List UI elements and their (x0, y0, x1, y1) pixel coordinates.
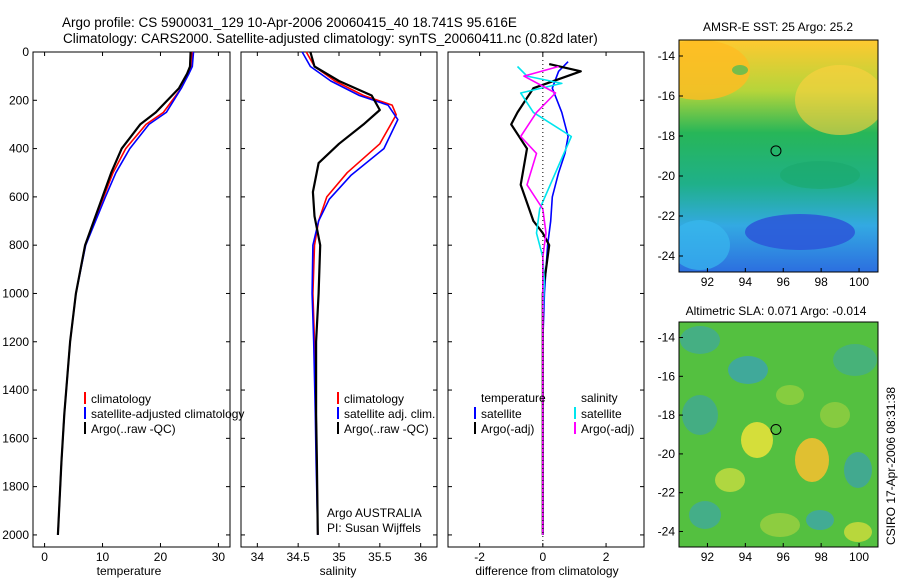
x-tick-label: 20 (154, 550, 168, 564)
depth-tick-label: 400 (9, 142, 29, 156)
depth-tick-label: 800 (9, 238, 29, 252)
map-y-tick-label: -16 (658, 369, 676, 383)
sst-argo-position-marker (770, 145, 782, 157)
pi-label: PI: Susan Wijffels (327, 521, 421, 535)
x-tick-label: 10 (96, 550, 110, 564)
depth-tick-label: 2000 (2, 528, 29, 542)
salinity-series-satellite-adj-clim (301, 51, 399, 535)
sla-argo-position-marker (770, 423, 782, 435)
map-y-tick-label: -22 (658, 486, 676, 500)
x-tick-label: 36 (414, 550, 428, 564)
x-tick-label: 34 (251, 550, 265, 564)
map-x-tick-label: 92 (701, 550, 715, 564)
salinity-series-climatology (305, 51, 398, 535)
profile-lines (56, 51, 582, 535)
temperature-series-climatology (57, 51, 194, 535)
temperature-series-satellite-adjusted-climatology (57, 51, 195, 535)
sla-map-image (679, 322, 878, 547)
legend-salinity-climatology: climatology (344, 392, 404, 406)
map-x-tick-label: 94 (739, 275, 753, 289)
x-tick-label: 35.5 (368, 550, 392, 564)
difference-panel-frame (447, 51, 645, 548)
map-y-tick-label: -20 (658, 169, 676, 183)
depth-tick-label: 200 (9, 93, 29, 107)
sla-map-title: Altimetric SLA: 0.071 Argo: -0.014 (686, 304, 867, 318)
legend-diff-salinity-satellite: satellite (581, 407, 622, 421)
sla-map-ticks: 92 94 96 98 100 -14 -16 -18 -20 -22 -24 (658, 331, 870, 564)
axis-ticks: 0 10 20 30020040060080010001200140016001800… (2, 45, 644, 564)
map-x-tick-label: 96 (777, 550, 791, 564)
salinity-series-argo-raw-qc (309, 51, 381, 535)
legend-diff-temperature-satellite: satellite (481, 407, 522, 421)
sst-map-title: AMSR-E SST: 25 Argo: 25.2 (703, 20, 853, 34)
map-x-tick-label: 100 (849, 550, 869, 564)
x-tick-label: 2 (603, 550, 610, 564)
map-x-tick-label: 98 (814, 275, 828, 289)
depth-tick-label: 1200 (2, 335, 29, 349)
map-x-tick-label: 96 (777, 275, 791, 289)
depth-tick-label: 1400 (2, 383, 29, 397)
depth-tick-label: 1600 (2, 431, 29, 445)
map-y-tick-label: -24 (658, 524, 676, 538)
temperature-axis-label: temperature (97, 564, 162, 578)
temperature-panel-frame (32, 51, 231, 548)
depth-tick-label: 600 (9, 190, 29, 204)
side-timestamp-label: CSIRO 17-Apr-2006 08:31:38 (884, 387, 898, 545)
legend-salinity-argo: Argo(..raw -QC) (344, 422, 429, 436)
sst-map-frame (678, 39, 879, 273)
legend-temperature-argo: Argo(..raw -QC) (91, 422, 176, 436)
legend-salinity-satellite: satellite adj. clim. (344, 407, 435, 421)
argo-program-label: Argo AUSTRALIA (327, 506, 422, 520)
sst-map-image (679, 40, 878, 272)
map-x-tick-label: 98 (814, 550, 828, 564)
difference-legend: temperature salinity satellite Argo(-adj… (474, 391, 634, 436)
map-y-tick-label: -18 (658, 408, 676, 422)
legend-heading-temperature: temperature (481, 391, 546, 405)
map-x-tick-label: 92 (701, 275, 715, 289)
sla-map-frame (678, 321, 879, 548)
x-tick-label: 35 (332, 550, 346, 564)
figure-title-line1: Argo profile: CS 5900031_129 10-Apr-2006… (62, 15, 517, 30)
depth-tick-label: 1000 (2, 286, 29, 300)
map-y-tick-label: -24 (658, 249, 676, 263)
salinity-axis-label: salinity (320, 564, 357, 578)
figure-title-line2: Climatology: CARS2000. Satellite-adjuste… (63, 31, 598, 46)
map-x-tick-label: 94 (739, 550, 753, 564)
map-y-tick-label: -20 (658, 447, 676, 461)
x-tick-label: 34.5 (286, 550, 310, 564)
map-y-tick-label: -22 (658, 209, 676, 223)
legend-heading-salinity: salinity (581, 391, 618, 405)
map-y-tick-label: -14 (658, 331, 676, 345)
x-tick-label: -2 (474, 550, 485, 564)
difference-axis-label: difference from climatology (475, 564, 618, 578)
map-y-tick-label: -16 (658, 89, 676, 103)
x-tick-label: 0 (41, 550, 48, 564)
salinity-panel-frame (240, 51, 438, 548)
map-x-tick-label: 100 (849, 275, 869, 289)
legend-diff-salinity-argo: Argo(-adj) (581, 422, 634, 436)
temperature-legend: climatology satellite-adjusted climatolo… (84, 392, 244, 436)
depth-tick-label: 1800 (2, 480, 29, 494)
depth-tick-label: 0 (22, 45, 29, 59)
salinity-legend: climatology satellite adj. clim. Argo(..… (337, 392, 435, 436)
map-y-tick-label: -14 (658, 49, 676, 63)
map-y-tick-label: -18 (658, 129, 676, 143)
x-tick-label: 0 (539, 550, 546, 564)
temperature-series-argo-raw-qc (56, 51, 192, 535)
x-tick-label: 30 (212, 550, 226, 564)
legend-diff-temperature-argo: Argo(-adj) (481, 422, 534, 436)
legend-temperature-climatology: climatology (91, 392, 151, 406)
legend-temperature-satellite-adjusted: satellite-adjusted climatology (91, 407, 244, 421)
sst-map-ticks: 92 94 96 98 100 -14 -16 -18 -20 -22 -24 (658, 49, 870, 289)
difference-series-salinity-argo-adj (519, 65, 559, 535)
